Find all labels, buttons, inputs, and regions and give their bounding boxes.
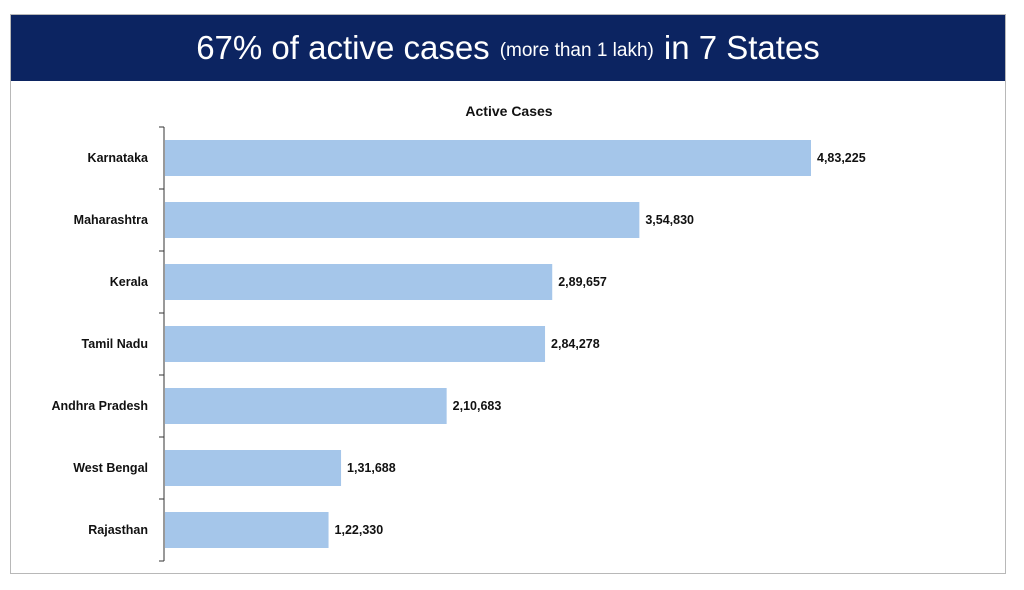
slide-frame: 67% of active cases (more than 1 lakh) i… — [10, 14, 1006, 574]
bar — [165, 140, 811, 176]
category-label: Maharashtra — [74, 213, 149, 227]
category-label: Rajasthan — [88, 523, 148, 537]
category-label: West Bengal — [73, 461, 148, 475]
bar — [165, 512, 329, 548]
bar-chart: Active Cases Karnataka Maharashtra Kerala T… — [51, 103, 866, 562]
category-axis: Karnataka Maharashtra Kerala Tamil Nadu Andh… — [51, 126, 165, 562]
header-banner: 67% of active cases (more than 1 lakh) i… — [11, 15, 1005, 81]
bar — [165, 388, 447, 424]
header-title-tail: in 7 States — [663, 29, 820, 66]
data-label: 1,31,688 — [347, 461, 396, 475]
category-label: Andhra Pradesh — [51, 399, 148, 413]
bar — [165, 450, 342, 486]
data-label: 2,84,278 — [551, 337, 600, 351]
bar — [165, 264, 553, 300]
header-title-main: 67% of active cases — [196, 29, 490, 66]
category-label: Kerala — [110, 275, 149, 289]
bar — [165, 202, 640, 238]
header-title-note: (more than 1 lakh) — [499, 40, 654, 61]
category-label: Tamil Nadu — [82, 337, 148, 351]
data-label: 3,54,830 — [645, 213, 694, 227]
bars-group: 4,83,225 3,54,830 2,89,657 2,84,278 2,10,683… — [165, 140, 866, 548]
data-label: 1,22,330 — [335, 523, 384, 537]
data-label: 2,10,683 — [453, 399, 502, 413]
bar — [165, 326, 546, 362]
category-label: Karnataka — [88, 151, 149, 165]
data-label: 2,89,657 — [558, 275, 607, 289]
data-label: 4,83,225 — [817, 151, 866, 165]
chart-title: Active Cases — [465, 103, 552, 119]
